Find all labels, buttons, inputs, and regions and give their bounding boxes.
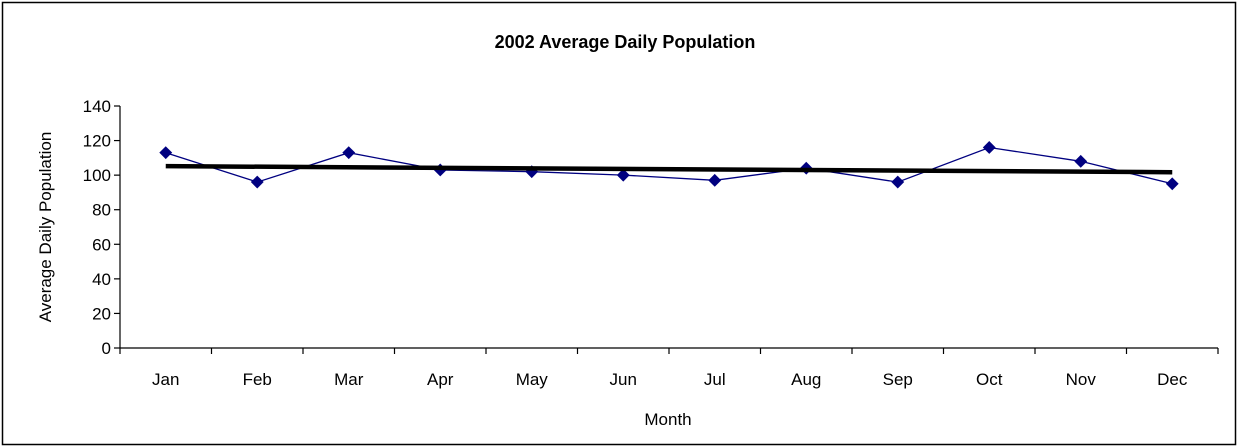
y-axis-label: Average Daily Population [36,132,55,323]
x-tick-label-apr: Apr [427,370,454,389]
y-tick-label-2: 40 [92,270,111,289]
y-tick-label-3: 60 [92,235,111,254]
ticks-layer: 0 20 40 60 80 100 120 140 Jan Feb Mar Apr May Jun Jul A… [83,97,1219,389]
x-tick-label-may: May [516,370,549,389]
x-tick-label-mar: Mar [334,370,364,389]
x-tick-label-nov: Nov [1066,370,1097,389]
x-tick-label-feb: Feb [243,370,272,389]
y-tick-label-7: 140 [83,97,111,116]
x-tick-label-aug: Aug [791,370,821,389]
y-tick-label-5: 100 [83,166,111,185]
data-point-dec [1165,177,1179,191]
data-point-feb [250,175,264,189]
x-tick-label-dec: Dec [1157,370,1188,389]
y-tick-label-4: 80 [92,201,111,220]
x-tick-label-jul: Jul [704,370,726,389]
series-layer [159,141,1179,191]
y-tick-label-1: 20 [92,304,111,323]
data-point-oct [982,141,996,154]
y-tick-label-0: 0 [102,339,111,358]
chart-title: 2002 Average Daily Population [495,32,756,52]
trend-layer [165,163,1173,175]
data-point-sep [891,175,905,189]
y-tick-label-6: 120 [83,132,111,151]
series-line-0 [165,146,1173,185]
trendline [165,163,1173,175]
x-axis-label: Month [644,410,691,429]
data-point-nov [1074,154,1088,168]
data-point-mar [342,146,356,160]
x-tick-label-sep: Sep [883,370,913,389]
data-point-jun [616,168,630,182]
data-point-jan [159,146,173,160]
x-tick-label-oct: Oct [976,370,1003,389]
x-tick-label-jan: Jan [152,370,179,389]
data-point-jul [708,173,722,187]
x-tick-label-jun: Jun [610,370,637,389]
